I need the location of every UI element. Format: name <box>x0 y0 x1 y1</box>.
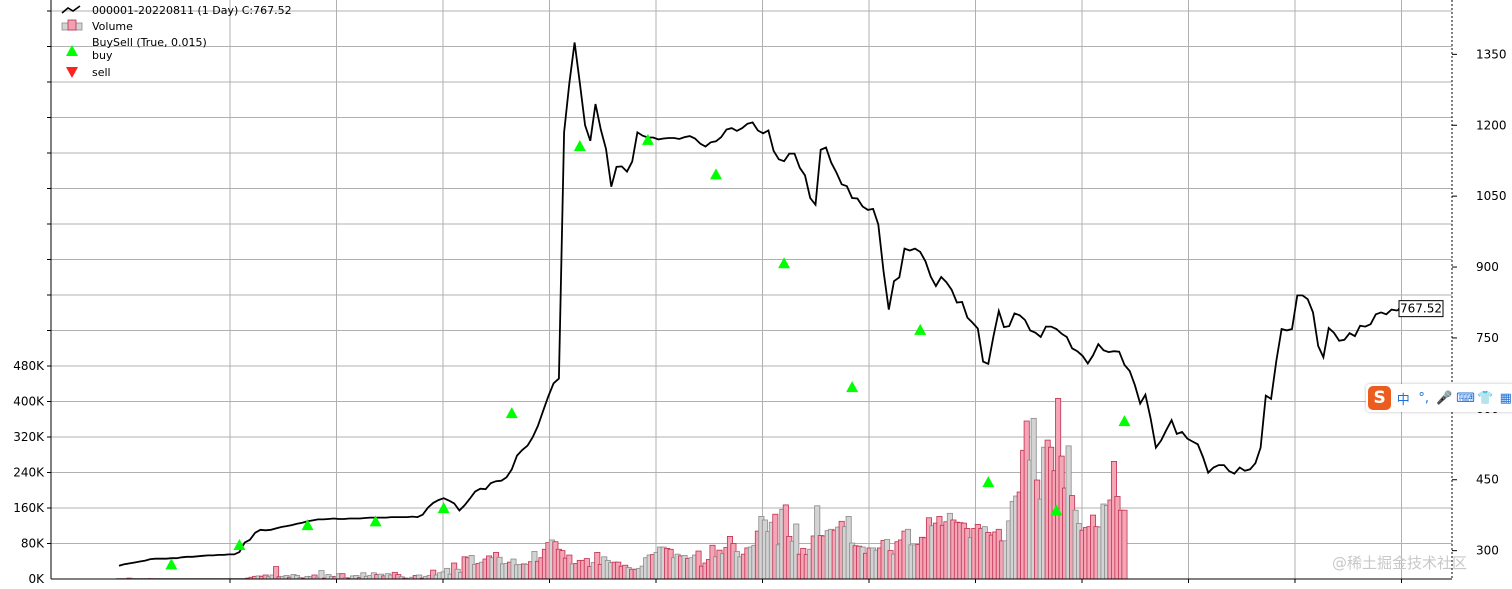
legend-label: 000001-20220811 (1 Day) C:767.52 <box>92 4 292 17</box>
volume-tick-label: 160K <box>13 501 45 515</box>
buy-marker <box>778 257 791 269</box>
buy-marker <box>641 133 654 145</box>
volume-bar <box>1121 509 1128 580</box>
buy-marker <box>914 323 927 335</box>
legend-label: buy <box>92 49 113 62</box>
volume-tick-label: 400K <box>13 395 45 409</box>
legend-buy-icon <box>66 45 78 56</box>
microphone-icon[interactable]: 🎤 <box>1435 390 1453 406</box>
price-tick-label: 750 <box>1476 331 1499 345</box>
chart-legend: 000001-20220811 (1 Day) C:767.52 Volume Bu… <box>61 4 292 79</box>
legend-volume-up-icon <box>67 19 77 31</box>
legend-label: sell <box>92 66 111 79</box>
buy-marker <box>505 407 518 419</box>
volume-tick-label: 240K <box>13 466 45 480</box>
watermark-logo: @稀土掘金技术社区 <box>1332 554 1468 572</box>
ime-toolbar[interactable]: S 中 °, 🎤 ⌨ 👕 ▦ <box>1366 384 1512 412</box>
legend-sell-icon <box>66 67 78 78</box>
toolbox-icon[interactable]: ▦ <box>1499 390 1512 406</box>
price-tick-label: 1200 <box>1476 118 1507 132</box>
price-tick-label: 300 <box>1476 544 1499 558</box>
price-tick-label: 1350 <box>1476 47 1507 61</box>
buy-sell-markers <box>165 133 1131 570</box>
last-value-box <box>1398 300 1444 318</box>
price-tick-label: 1050 <box>1476 189 1507 203</box>
punctuation-icon[interactable]: °, <box>1418 390 1429 406</box>
price-tick-label: 900 <box>1476 260 1499 274</box>
grid-lines <box>51 0 1452 579</box>
buy-marker <box>982 476 995 488</box>
price-tick-label: 450 <box>1476 473 1499 487</box>
volume-tick-label: 480K <box>13 359 45 373</box>
legend-label: BuySell (True, 0.015) <box>92 36 207 49</box>
keyboard-icon[interactable]: ⌨ <box>1456 390 1476 406</box>
buy-marker <box>437 502 450 514</box>
legend-line-icon <box>61 5 81 14</box>
price-line <box>118 42 1403 567</box>
volume-tick-label: 0K <box>28 572 45 586</box>
buy-marker <box>369 515 382 527</box>
chart-axes: 3004506007509001050120013500K80K160K240K… <box>13 0 1507 586</box>
last-value-label: 767.52 <box>1398 300 1444 318</box>
buy-marker <box>573 140 586 152</box>
buy-marker <box>709 168 722 180</box>
buy-marker <box>1050 504 1063 516</box>
volume-tick-label: 80K <box>21 537 45 551</box>
buy-marker <box>1118 415 1131 427</box>
chinese-mode-icon[interactable]: 中 <box>1396 392 1410 408</box>
ime-logo-icon[interactable]: S <box>1368 386 1392 410</box>
buy-marker <box>846 381 859 393</box>
buy-marker <box>233 538 246 550</box>
last-value-text: 767.52 <box>1400 302 1442 316</box>
buy-marker <box>165 558 178 570</box>
legend-label: Volume <box>92 20 133 33</box>
buy-marker <box>301 519 314 531</box>
skin-icon[interactable]: 👕 <box>1477 390 1494 406</box>
volume-tick-label: 320K <box>13 430 45 444</box>
